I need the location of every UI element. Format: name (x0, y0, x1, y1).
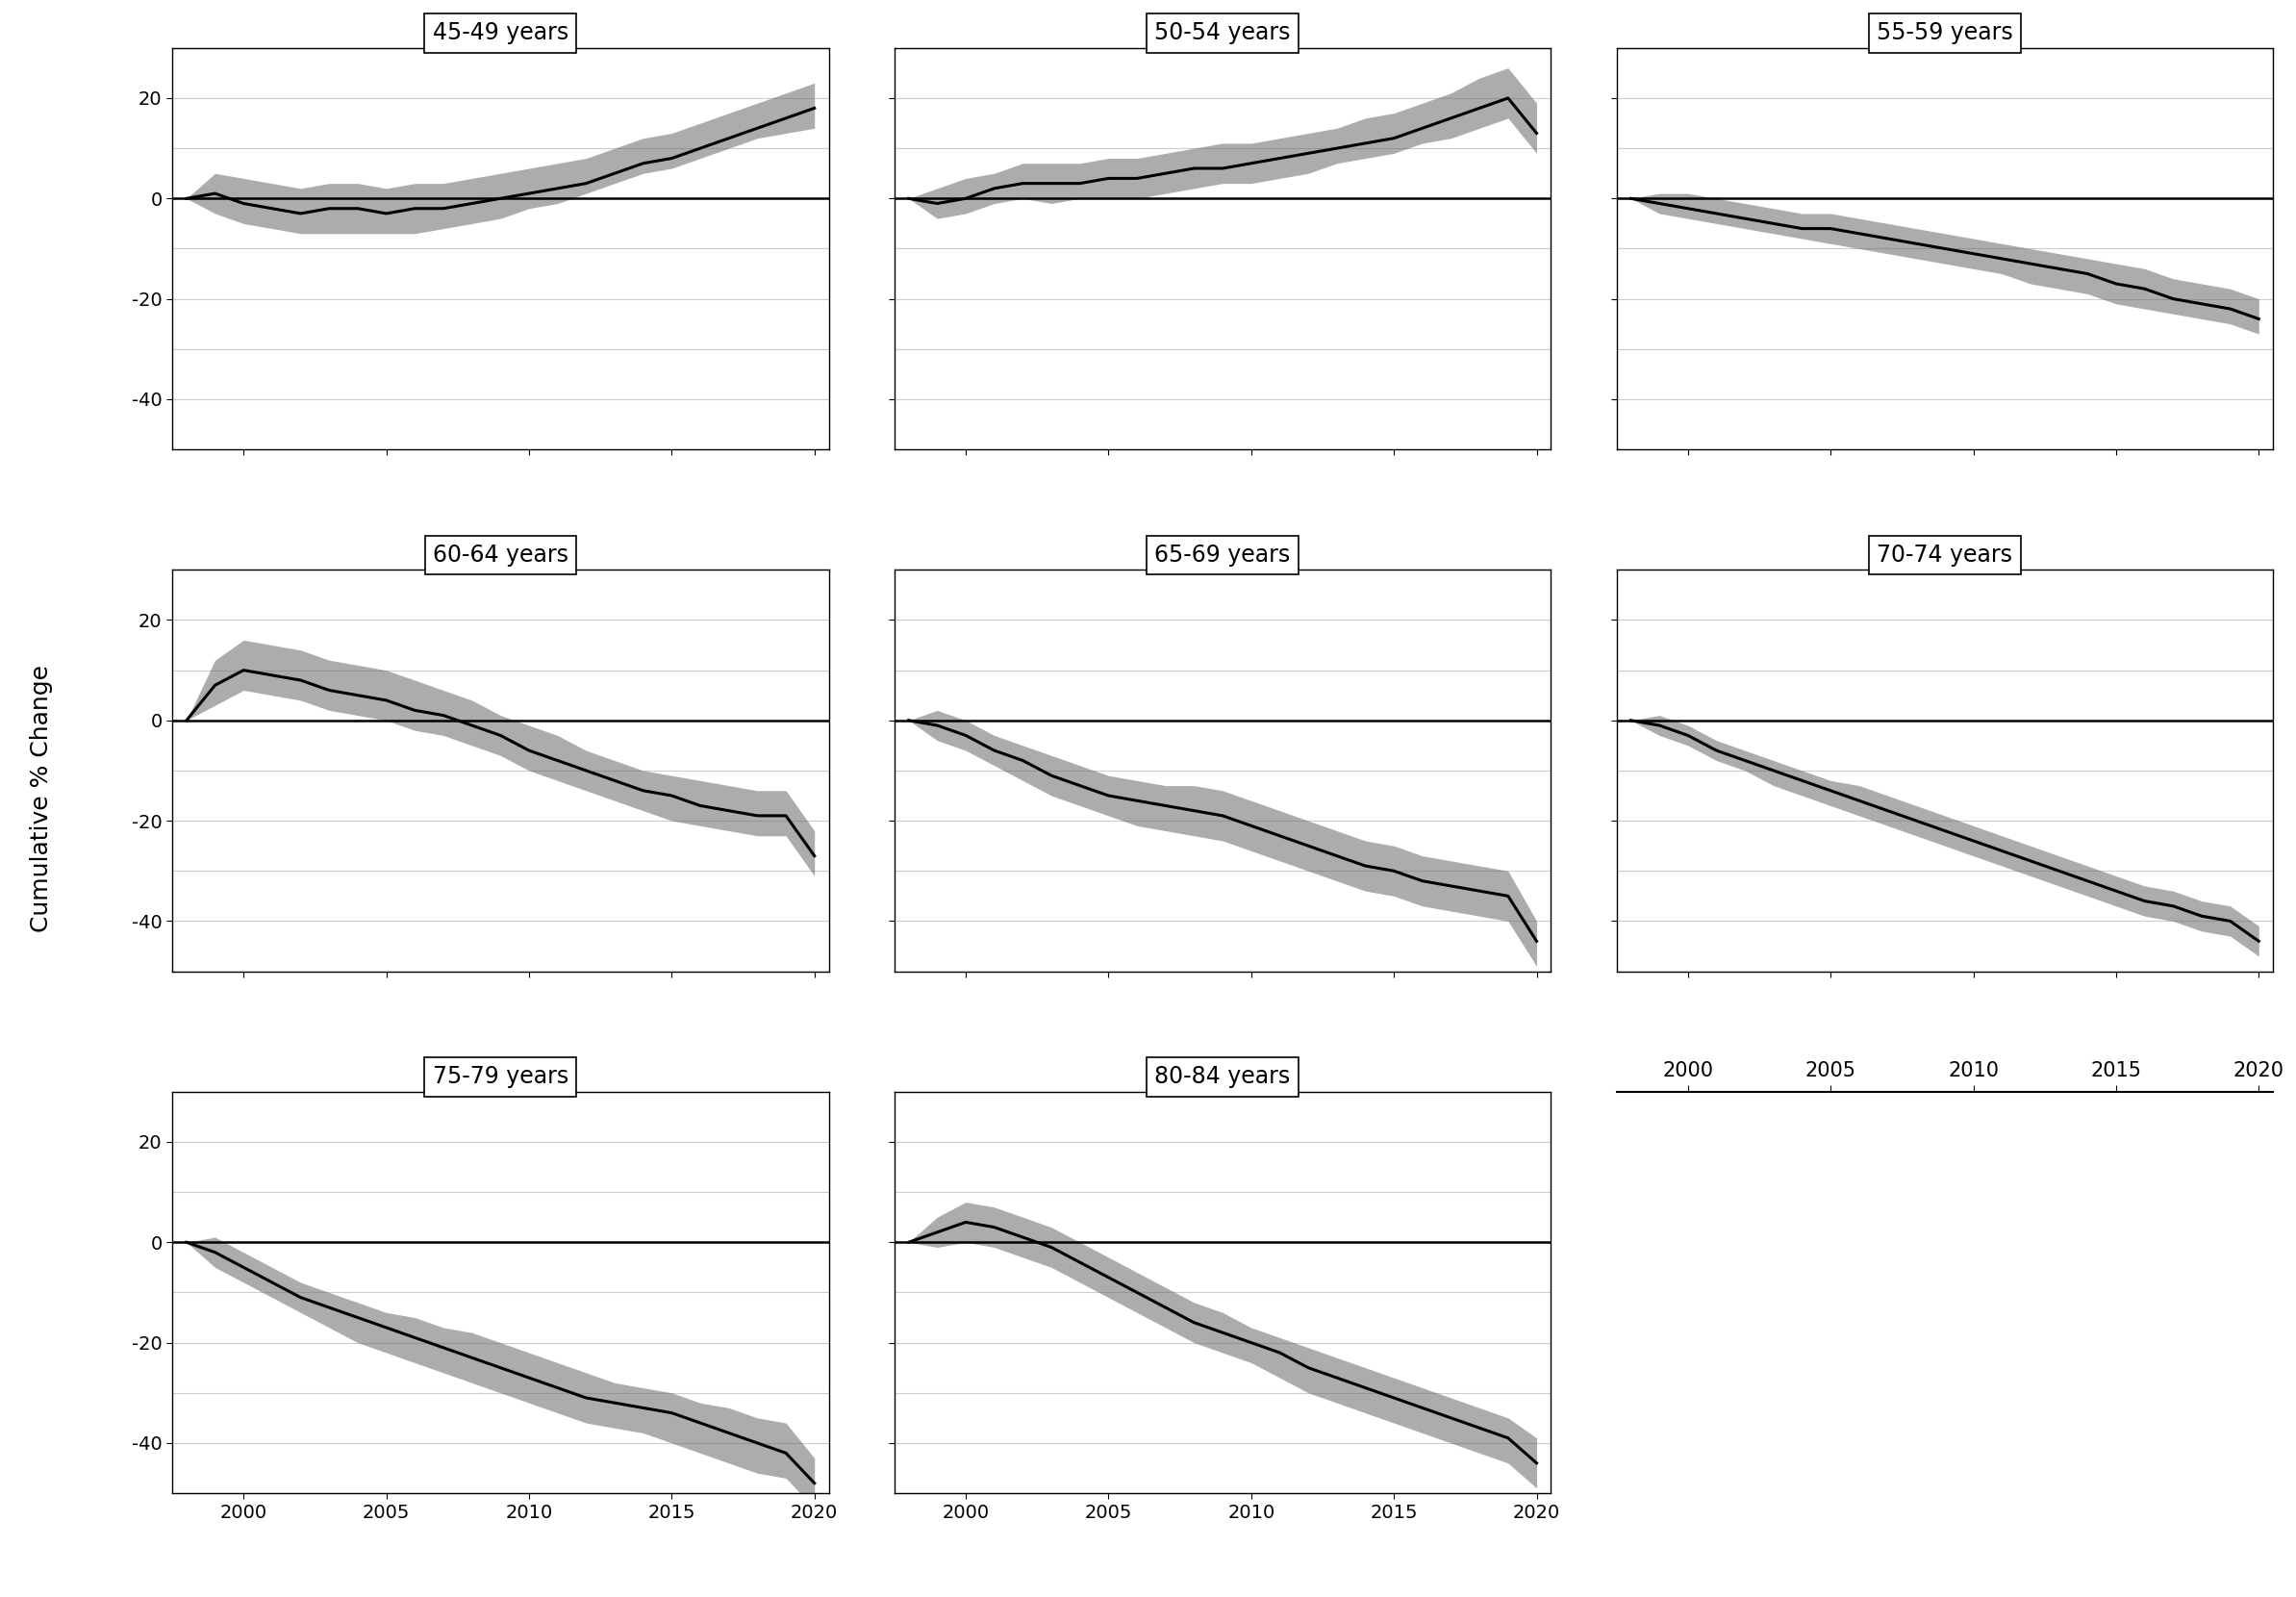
Text: Cumulative % Change: Cumulative % Change (30, 664, 53, 933)
Title: 70-74 years: 70-74 years (1876, 543, 2014, 567)
Title: 80-84 years: 80-84 years (1155, 1065, 1290, 1089)
Title: 50-54 years: 50-54 years (1155, 22, 1290, 45)
Title: 45-49 years: 45-49 years (432, 22, 569, 45)
Title: 65-69 years: 65-69 years (1155, 543, 1290, 567)
Title: 75-79 years: 75-79 years (432, 1065, 569, 1089)
Title: 55-59 years: 55-59 years (1876, 22, 2014, 45)
Title: 60-64 years: 60-64 years (432, 543, 569, 567)
